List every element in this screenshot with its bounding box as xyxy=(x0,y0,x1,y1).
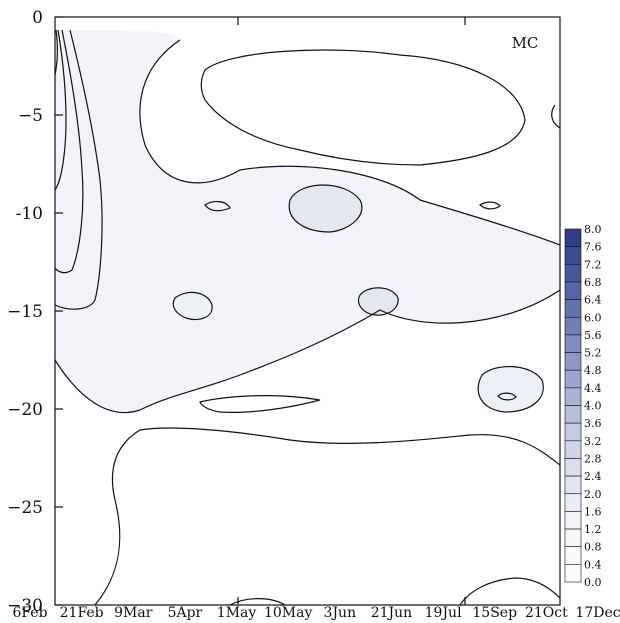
colorbar-label: 3.2 xyxy=(584,435,602,448)
colorbar-label: 0.0 xyxy=(584,576,602,589)
colorbar-label: 0.4 xyxy=(584,558,602,571)
colorbar-swatch xyxy=(564,228,582,247)
colorbar-label: 7.6 xyxy=(584,241,602,254)
x-tick-label: 15Sep xyxy=(472,605,517,621)
contour-line xyxy=(497,392,517,401)
contour-fill-layer xyxy=(55,30,560,413)
colorbar-swatch xyxy=(564,564,582,583)
colorbar-label: 1.6 xyxy=(584,505,602,518)
colorbar-label: 4.4 xyxy=(584,382,602,395)
contour-line xyxy=(288,184,363,233)
colorbar-label: 0.8 xyxy=(584,541,602,554)
contour-line xyxy=(139,39,561,246)
colorbar-swatch xyxy=(564,440,582,459)
colorbar-swatch xyxy=(564,263,582,283)
colorbar-label: 4.0 xyxy=(584,400,602,413)
colorbar-label: 7.2 xyxy=(584,258,602,271)
colorbar-swatch xyxy=(564,511,582,530)
contour-line xyxy=(54,29,67,191)
y-tick-label: −5 xyxy=(18,106,43,126)
contour-line xyxy=(459,577,561,606)
x-tick-label: 10May xyxy=(264,605,312,621)
x-tick-label: 17Dec xyxy=(575,605,620,621)
x-tick-label: 19Jul xyxy=(425,605,462,621)
colorbar-label: 2.8 xyxy=(584,452,602,465)
x-tick-label: 1May xyxy=(217,605,257,621)
plot-axes: 0 −5 -10 −15 −20 −25 −30 6Feb 21Feb 9Mar 5Apr 1May… xyxy=(7,8,620,621)
colorbar-swatch xyxy=(564,316,582,336)
contour-line xyxy=(357,287,399,316)
y-axis-ticks: 0 −5 -10 −15 −20 −25 −30 xyxy=(7,8,63,616)
y-tick-label: −30 xyxy=(7,596,43,616)
colorbar-swatch xyxy=(564,493,582,512)
x-tick-label: 6Feb xyxy=(12,605,47,621)
contour-line xyxy=(477,365,544,413)
colorbar-swatch xyxy=(564,405,582,424)
contour-line xyxy=(204,201,231,212)
colorbar-swatch xyxy=(564,458,582,477)
colorbar-label: 6.8 xyxy=(584,276,602,289)
contour-line xyxy=(54,29,58,76)
contour-region-blob-b xyxy=(358,287,399,316)
x-tick-label: 3Jun xyxy=(324,605,357,621)
contour-region-blob-c xyxy=(478,366,544,412)
y-tick-label: 0 xyxy=(32,8,43,28)
colorbar-swatch xyxy=(564,387,582,406)
contour-region-blob-d xyxy=(173,292,213,320)
colorbar: 8.0 7.6 7.2 6.8 6.4 6.0 5.6 5.2 4.8 4.4 4.0 3.6 3.2 2… xyxy=(564,223,602,589)
y-tick-label: -10 xyxy=(16,204,43,224)
x-tick-label: 5Apr xyxy=(168,605,203,621)
contour-line xyxy=(54,289,561,414)
x-axis-ticks: 6Feb 21Feb 9Mar 5Apr 1May 10May 3Jun 21Jun 19Jul… xyxy=(12,17,620,621)
contour-line xyxy=(551,104,561,129)
colorbar-swatch xyxy=(564,528,582,547)
colorbar-swatch xyxy=(564,334,582,353)
contour-line xyxy=(199,395,321,413)
colorbar-label: 4.8 xyxy=(584,364,602,377)
contour-line xyxy=(172,291,213,321)
contour-region-blob-a xyxy=(289,185,362,232)
x-tick-label: 21Jun xyxy=(371,605,412,621)
x-tick-label: 21Oct xyxy=(525,605,568,621)
colorbar-swatch xyxy=(564,369,582,389)
x-tick-label: 9Mar xyxy=(114,605,153,621)
colorbar-swatch xyxy=(564,422,582,442)
panel-label: MC xyxy=(512,34,539,52)
colorbar-label: 2.0 xyxy=(584,488,602,501)
colorbar-label: 6.0 xyxy=(584,311,602,324)
colorbar-label: 1.2 xyxy=(584,523,602,536)
colorbar-label: 6.4 xyxy=(584,294,602,307)
colorbar-swatch xyxy=(564,281,582,300)
contour-line xyxy=(478,201,501,210)
y-tick-label: −15 xyxy=(7,302,43,322)
contour-line xyxy=(54,29,103,310)
colorbar-label: 5.2 xyxy=(584,347,602,360)
contour-lines xyxy=(54,29,561,606)
colorbar-swatch xyxy=(564,246,582,265)
contour-line xyxy=(229,598,286,606)
x-tick-label: 21Feb xyxy=(60,605,104,621)
colorbar-swatch xyxy=(564,475,582,495)
colorbar-label: 3.6 xyxy=(584,417,602,430)
colorbar-label: 8.0 xyxy=(584,223,602,236)
contour-line xyxy=(54,29,84,274)
colorbar-swatch xyxy=(564,352,582,371)
contour-line xyxy=(94,427,561,606)
y-tick-label: −20 xyxy=(7,400,43,420)
colorbar-swatch xyxy=(564,546,582,565)
colorbar-label: 5.6 xyxy=(584,329,602,342)
y-tick-label: −25 xyxy=(7,498,43,518)
colorbar-swatch xyxy=(564,299,582,318)
colorbar-label: 2.4 xyxy=(584,470,602,483)
contour-line xyxy=(200,49,526,166)
